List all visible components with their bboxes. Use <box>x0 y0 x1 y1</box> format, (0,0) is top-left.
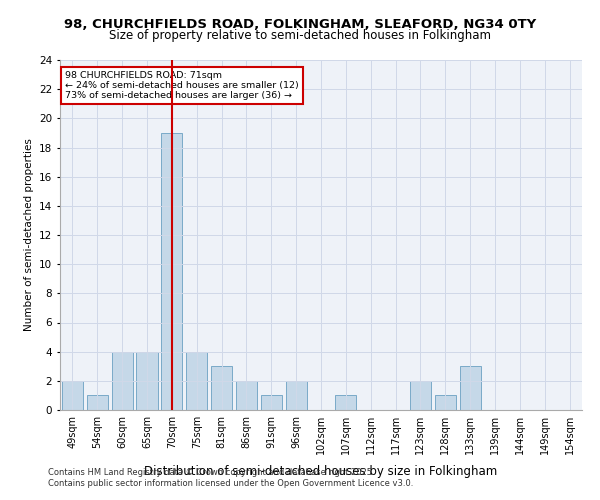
Bar <box>261 396 282 410</box>
Y-axis label: Number of semi-detached properties: Number of semi-detached properties <box>23 138 34 332</box>
Bar <box>161 133 182 410</box>
Bar <box>186 352 207 410</box>
Text: 98 CHURCHFIELDS ROAD: 71sqm
← 24% of semi-detached houses are smaller (12)
73% o: 98 CHURCHFIELDS ROAD: 71sqm ← 24% of sem… <box>65 70 299 101</box>
Bar <box>460 366 481 410</box>
Bar <box>62 381 83 410</box>
Bar <box>435 396 456 410</box>
Text: Contains HM Land Registry data © Crown copyright and database right 2025.
Contai: Contains HM Land Registry data © Crown c… <box>48 468 413 487</box>
Bar <box>236 381 257 410</box>
Bar <box>410 381 431 410</box>
Bar <box>87 396 108 410</box>
Text: 98, CHURCHFIELDS ROAD, FOLKINGHAM, SLEAFORD, NG34 0TY: 98, CHURCHFIELDS ROAD, FOLKINGHAM, SLEAF… <box>64 18 536 30</box>
Bar <box>286 381 307 410</box>
X-axis label: Distribution of semi-detached houses by size in Folkingham: Distribution of semi-detached houses by … <box>145 465 497 478</box>
Bar <box>136 352 158 410</box>
Text: Size of property relative to semi-detached houses in Folkingham: Size of property relative to semi-detach… <box>109 29 491 42</box>
Bar <box>112 352 133 410</box>
Bar <box>335 396 356 410</box>
Bar <box>211 366 232 410</box>
